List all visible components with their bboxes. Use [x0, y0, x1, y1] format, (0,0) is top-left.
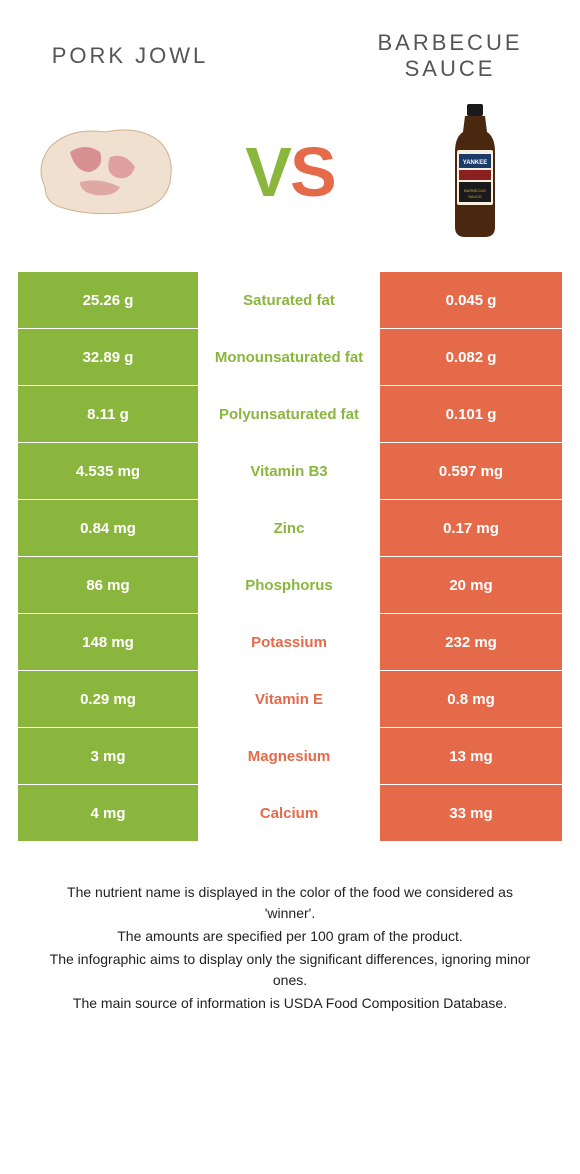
left-value: 86 mg [18, 557, 198, 613]
nutrient-label: Vitamin E [198, 671, 380, 727]
nutrient-label: Vitamin B3 [198, 443, 380, 499]
footer-notes: The nutrient name is displayed in the co… [0, 842, 580, 1014]
left-value: 32.89 g [18, 329, 198, 385]
left-title: Pork jowl [30, 43, 230, 69]
header-row: Pork jowl Barbecue sauce [0, 0, 580, 92]
right-value: 232 mg [380, 614, 562, 670]
right-value: 0.597 mg [380, 443, 562, 499]
left-value: 4.535 mg [18, 443, 198, 499]
vs-v: V [245, 133, 290, 211]
nutrient-label: Magnesium [198, 728, 380, 784]
nutrient-label: Saturated fat [198, 272, 380, 328]
left-value: 8.11 g [18, 386, 198, 442]
table-row: 32.89 gMonounsaturated fat0.082 g [18, 329, 562, 385]
right-value: 0.101 g [380, 386, 562, 442]
table-row: 3 mgMagnesium13 mg [18, 728, 562, 784]
table-row: 0.29 mgVitamin E0.8 mg [18, 671, 562, 727]
table-row: 25.26 gSaturated fat0.045 g [18, 272, 562, 328]
right-value: 0.17 mg [380, 500, 562, 556]
table-row: 148 mgPotassium232 mg [18, 614, 562, 670]
right-value: 0.8 mg [380, 671, 562, 727]
images-row: VS YANKEE BARBECUE SAUCE [0, 92, 580, 272]
right-value: 0.082 g [380, 329, 562, 385]
nutrient-label: Zinc [198, 500, 380, 556]
left-value: 25.26 g [18, 272, 198, 328]
table-row: 8.11 gPolyunsaturated fat0.101 g [18, 386, 562, 442]
left-value: 4 mg [18, 785, 198, 841]
right-title: Barbecue sauce [350, 30, 550, 82]
pork-jowl-image [30, 112, 180, 232]
nutrient-label: Potassium [198, 614, 380, 670]
left-value: 148 mg [18, 614, 198, 670]
footer-line: The nutrient name is displayed in the co… [40, 882, 540, 924]
footer-line: The infographic aims to display only the… [40, 949, 540, 991]
table-row: 4 mgCalcium33 mg [18, 785, 562, 841]
bbq-sauce-image: YANKEE BARBECUE SAUCE [400, 112, 550, 232]
right-value: 33 mg [380, 785, 562, 841]
nutrient-label: Calcium [198, 785, 380, 841]
table-row: 86 mgPhosphorus20 mg [18, 557, 562, 613]
nutrient-label: Phosphorus [198, 557, 380, 613]
vs-label: VS [245, 132, 334, 212]
table-row: 4.535 mgVitamin B30.597 mg [18, 443, 562, 499]
right-value: 13 mg [380, 728, 562, 784]
left-value: 3 mg [18, 728, 198, 784]
svg-text:SAUCE: SAUCE [468, 194, 482, 199]
right-value: 0.045 g [380, 272, 562, 328]
nutrient-label: Polyunsaturated fat [198, 386, 380, 442]
nutrient-label: Monounsaturated fat [198, 329, 380, 385]
footer-line: The main source of information is USDA F… [40, 993, 540, 1014]
vs-s: S [290, 133, 335, 211]
footer-line: The amounts are specified per 100 gram o… [40, 926, 540, 947]
left-value: 0.84 mg [18, 500, 198, 556]
svg-text:YANKEE: YANKEE [463, 160, 487, 166]
svg-text:BARBECUE: BARBECUE [464, 188, 486, 193]
nutrient-table: 25.26 gSaturated fat0.045 g32.89 gMonoun… [0, 272, 580, 841]
table-row: 0.84 mgZinc0.17 mg [18, 500, 562, 556]
right-value: 20 mg [380, 557, 562, 613]
left-value: 0.29 mg [18, 671, 198, 727]
